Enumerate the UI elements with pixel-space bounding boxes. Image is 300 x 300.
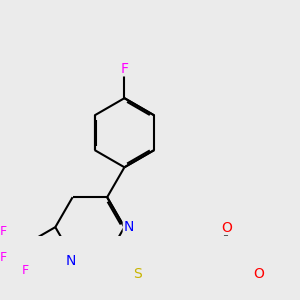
Text: F: F bbox=[0, 225, 7, 238]
Text: S: S bbox=[133, 267, 142, 281]
Text: F: F bbox=[120, 62, 128, 76]
Text: N: N bbox=[66, 254, 76, 268]
Text: F: F bbox=[22, 264, 29, 277]
Text: N: N bbox=[123, 220, 134, 234]
Text: F: F bbox=[0, 251, 7, 264]
Text: O: O bbox=[221, 221, 232, 235]
Text: O: O bbox=[253, 267, 264, 281]
